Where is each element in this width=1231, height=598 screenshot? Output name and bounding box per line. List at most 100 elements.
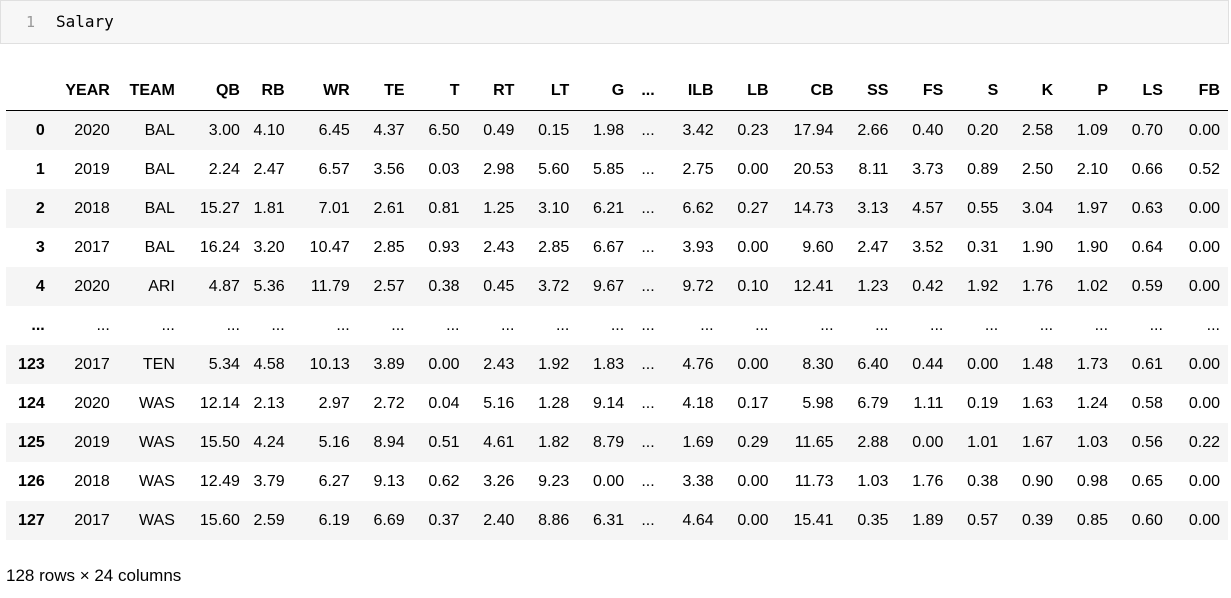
row-index: 3 — [35, 238, 45, 256]
column-header — [6, 72, 53, 111]
table-cell: 2.59 — [253, 511, 285, 529]
table-cell: 3.79 — [253, 472, 285, 490]
table-cell: 11.73 — [794, 472, 834, 490]
table-cell: ... — [641, 355, 655, 373]
column-header: S — [951, 72, 1007, 111]
table-cell: ... — [555, 316, 570, 334]
table-cell: 0.58 — [1131, 394, 1163, 412]
table-cell: 1.28 — [538, 394, 570, 412]
table-cell: ... — [984, 316, 999, 334]
table-cell: 4.64 — [682, 511, 714, 529]
table-cell: 0.63 — [1131, 199, 1163, 217]
table-cell: 0.31 — [967, 238, 999, 256]
table-cell: 0.00 — [737, 472, 769, 490]
table-cell: 0.89 — [967, 160, 999, 178]
table-cell: ... — [820, 316, 834, 334]
table-cell: 0.17 — [737, 394, 769, 412]
table-cell: 2.24 — [208, 160, 240, 178]
table-cell: 8.94 — [373, 433, 405, 451]
table-cell: 1.11 — [913, 394, 944, 412]
table-cell: 1.01 — [967, 433, 999, 451]
column-header: LT — [522, 72, 578, 111]
table-cell: 0.00 — [737, 238, 769, 256]
table-cell: ... — [641, 199, 655, 217]
table-cell: 1.73 — [1076, 355, 1109, 373]
table-cell: 9.60 — [802, 238, 834, 256]
table-cell: 4.24 — [253, 433, 285, 451]
table-cell: 5.16 — [483, 394, 515, 412]
table-cell: 0.00 — [428, 355, 460, 373]
table-cell: 2.97 — [318, 394, 350, 412]
code-text[interactable]: Salary — [56, 12, 114, 31]
table-cell: ... — [641, 472, 655, 490]
table-cell: 16.24 — [199, 238, 240, 256]
table-cell: 2.43 — [483, 355, 515, 373]
table-cell: 0.38 — [967, 472, 999, 490]
table-cell: 1.76 — [912, 472, 944, 490]
table-cell: 0.00 — [593, 472, 625, 490]
table-cell: 14.73 — [793, 199, 834, 217]
table-row: 125 2019 WAS 15.50 4.24 5.16 8.94 0.51 4.61 1.82 8… — [6, 423, 1228, 462]
table-cell: ... — [226, 316, 240, 334]
table-cell: 1.89 — [912, 511, 944, 529]
column-header: ... — [632, 72, 663, 111]
table-cell: 3.42 — [682, 121, 714, 139]
table-cell: ... — [501, 316, 515, 334]
table-cell: 4.76 — [682, 355, 714, 373]
table-cell: 6.79 — [857, 394, 889, 412]
table-cell: 2.50 — [1021, 160, 1054, 178]
table-cell: ... — [641, 121, 655, 139]
line-number: 1 — [25, 13, 35, 31]
table-cell: WAS — [139, 394, 175, 412]
table-cell: 12.14 — [199, 394, 240, 412]
table-cell: 0.56 — [1131, 433, 1163, 451]
table-cell: 2.13 — [253, 394, 285, 412]
table-cell: 2017 — [74, 511, 110, 529]
row-index: 126 — [18, 472, 45, 490]
table-cell: 0.15 — [538, 121, 570, 139]
table-cell: 0.03 — [428, 160, 460, 178]
table-row: 2 2018 BAL 15.27 1.81 7.01 2.61 0.81 1.25 3.10 6.2… — [6, 189, 1228, 228]
table-cell: 0.04 — [428, 394, 460, 412]
table-cell: 0.39 — [1021, 511, 1054, 529]
table-cell: 1.03 — [1076, 433, 1109, 451]
table-cell: 4.37 — [373, 121, 405, 139]
table-cell: 5.36 — [253, 277, 285, 295]
table-cell: 1.23 — [857, 277, 889, 295]
table-cell: 2020 — [74, 277, 110, 295]
table-cell: 17.94 — [793, 121, 834, 139]
column-header: YEAR — [52, 72, 118, 111]
row-index: 124 — [18, 394, 45, 412]
table-cell: 6.40 — [857, 355, 889, 373]
table-cell: 0.00 — [737, 355, 769, 373]
table-cell: 6.19 — [318, 511, 350, 529]
table-cell: 1.48 — [1021, 355, 1054, 373]
table-cell: ... — [1149, 316, 1163, 334]
table-cell: 2.85 — [538, 238, 570, 256]
code-input-cell[interactable]: 1 Salary — [0, 0, 1229, 44]
table-cell: 1.92 — [967, 277, 999, 295]
table-cell: 3.89 — [373, 355, 405, 373]
table-cell: 0.44 — [912, 355, 944, 373]
table-cell: 1.97 — [1076, 199, 1109, 217]
table-cell: 0.85 — [1076, 511, 1109, 529]
table-cell: 0.57 — [967, 511, 999, 529]
row-index: 2 — [35, 199, 45, 217]
row-index: 123 — [18, 355, 45, 373]
table-cell: 15.60 — [199, 511, 240, 529]
column-header: FB — [1170, 72, 1228, 111]
table-cell: 1.25 — [483, 199, 515, 217]
table-cell: 3.26 — [483, 472, 515, 490]
table-cell: 3.52 — [912, 238, 944, 256]
table-cell: 11.79 — [310, 277, 350, 295]
column-header: QB — [182, 72, 248, 111]
table-cell: 0.00 — [1188, 199, 1220, 217]
table-cell: 2.40 — [483, 511, 515, 529]
table-cell: BAL — [144, 199, 175, 217]
table-cell: 1.76 — [1021, 277, 1054, 295]
table-cell: 0.70 — [1131, 121, 1163, 139]
table-cell: 0.00 — [1188, 472, 1220, 490]
table-cell: ... — [1039, 316, 1054, 334]
table-cell: 2.43 — [483, 238, 515, 256]
table-cell: 0.49 — [483, 121, 515, 139]
